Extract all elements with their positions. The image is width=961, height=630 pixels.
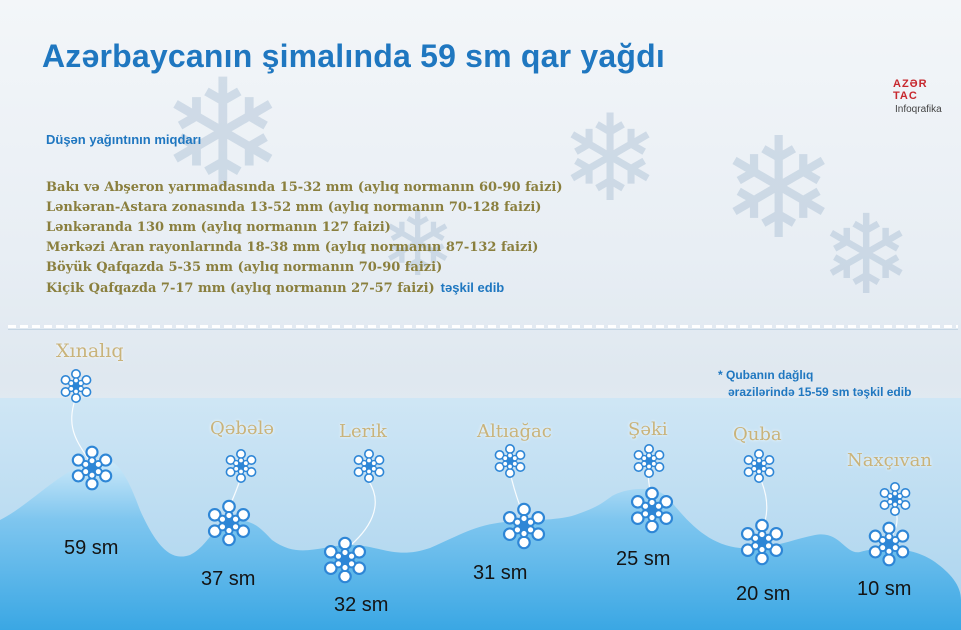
mountain-profile	[0, 459, 961, 630]
location-label-quba: Quba	[733, 424, 782, 445]
precipitation-item: Mərkəzi Aran rayonlarında 18-38 mm (aylı…	[46, 240, 539, 255]
snow-depth-value-qebele: 37 sm	[201, 568, 256, 590]
location-label-xinaliq: Xınalıq	[56, 340, 124, 362]
location-label-naxcivan: Naxçıvan	[847, 450, 932, 471]
snowflake-icon	[743, 448, 775, 484]
snowflake-icon	[494, 443, 526, 479]
snow-depth-value-quba: 20 sm	[736, 583, 791, 605]
divider-line	[8, 329, 958, 330]
location-label-seki: Şəki	[628, 419, 668, 440]
location-label-qebele: Qəbələ	[210, 418, 274, 439]
page-title: Azərbaycanın şimalında 59 sm qar yağdı	[42, 38, 665, 74]
precipitation-item: Lənkəranda 130 mm (aylıq normanın 127 fa…	[46, 220, 391, 235]
azertac-logo: AZƏR TAC Infoqrafika	[893, 78, 955, 118]
snowflake-icon	[879, 481, 911, 517]
snowflake-icon	[225, 448, 257, 484]
note-line: ərazilərində 15-59 sm təşkil edib	[728, 385, 912, 399]
snowflake-icon	[868, 521, 910, 567]
snowflake-icon	[353, 448, 385, 484]
snow-depth-value-altiagac: 31 sm	[473, 562, 528, 584]
snowflake-icon	[207, 499, 251, 547]
precipitation-suffix: təşkil edib	[440, 280, 505, 295]
precipitation-item: Kiçik Qafqazda 7-17 mm (aylıq normanın 2…	[46, 280, 505, 296]
precipitation-item: Lənkəran-Astara zonasında 13-52 mm (aylı…	[46, 200, 542, 215]
snowflake-icon	[323, 536, 367, 584]
snowflake-string	[344, 479, 376, 551]
logo-subtext: Infoqrafika	[895, 104, 942, 115]
precipitation-list: Bakı və Abşeron yarımadasında 15-32 mm (…	[46, 178, 563, 298]
snowflake-icon	[630, 486, 674, 534]
snowflake-icon	[60, 368, 92, 404]
background-snowflake-icon: ❄	[160, 48, 286, 222]
snowflake-icon	[633, 443, 665, 479]
snowflake-string	[71, 399, 91, 463]
quba-note: * Qubanın dağlıq ərazilərində 15-59 sm t…	[718, 367, 911, 401]
snow-depth-value-lerik: 32 sm	[334, 594, 389, 616]
background-snowflake-icon: ❄	[720, 108, 838, 271]
logo-text: AZƏR TAC	[893, 78, 928, 102]
snowflake-icon	[502, 502, 546, 550]
divider	[8, 325, 958, 328]
background-snowflake-icon: ❄	[560, 90, 661, 229]
note-line: * Qubanın dağlıq	[718, 368, 814, 382]
precipitation-subtitle: Düşən yağıntının miqdarı	[46, 132, 202, 147]
precipitation-item: Böyük Qafqazda 5-35 mm (aylıq normanın 7…	[46, 260, 443, 275]
background-snowflake-icon: ❄	[380, 192, 456, 297]
location-label-altiagac: Altıağac	[477, 421, 552, 442]
background-snowflake-icon: ❄	[820, 191, 913, 319]
snowflake-icon	[740, 518, 784, 566]
snow-depth-value-xinaliq: 59 sm	[64, 537, 119, 559]
precipitation-item: Bakı və Abşeron yarımadasında 15-32 mm (…	[46, 180, 563, 195]
snowflake-icon	[71, 445, 113, 491]
snow-depth-value-naxcivan: 10 sm	[857, 578, 912, 600]
location-label-lerik: Lerik	[339, 421, 387, 442]
snow-depth-value-seki: 25 sm	[616, 548, 671, 570]
